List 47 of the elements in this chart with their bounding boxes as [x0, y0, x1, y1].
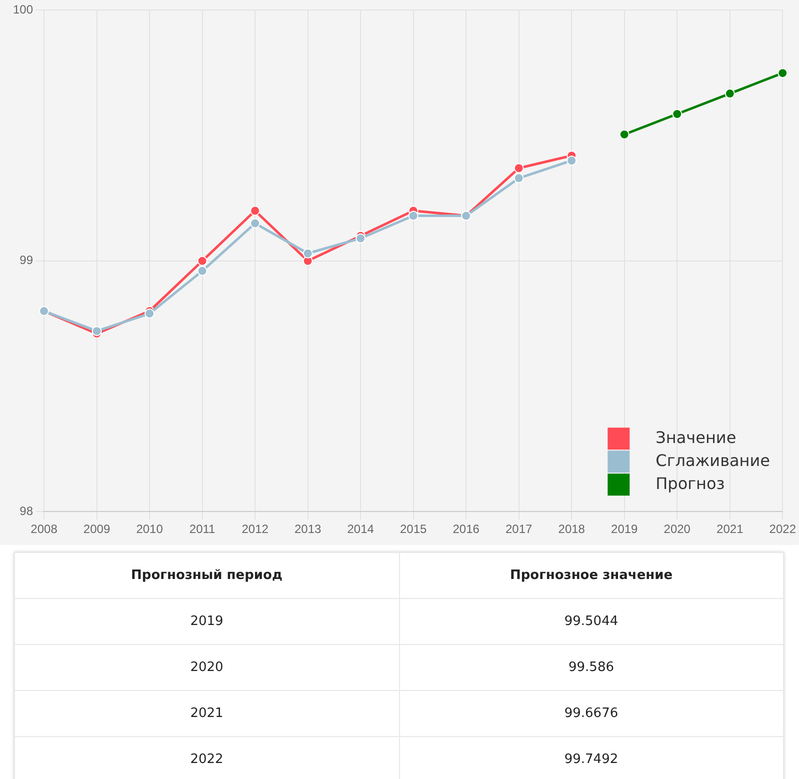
- x-tick-label: 2018: [558, 522, 586, 536]
- text: 2019: [14, 598, 399, 644]
- x-tick-label: 2009: [83, 522, 110, 536]
- point: [724, 88, 735, 99]
- legend-label: Значение: [656, 428, 736, 447]
- point: [778, 68, 788, 78]
- y-tick-label: 98: [20, 504, 34, 518]
- x-tick-label: 2017: [506, 522, 533, 536]
- text: 2022: [14, 736, 399, 779]
- text: Прогнозный период: [14, 552, 399, 598]
- x-tick-label: 2012: [242, 522, 269, 536]
- point: [302, 248, 313, 258]
- x-tick-label: 2015: [400, 522, 428, 536]
- x-tick-label: 2020: [664, 522, 691, 536]
- text: 99.6676: [399, 690, 784, 736]
- y-tick-label: 100: [12, 2, 34, 17]
- point: [250, 206, 260, 216]
- x-tick-label: 2021: [716, 522, 744, 536]
- point: [619, 129, 630, 140]
- point: [92, 326, 102, 336]
- point: [197, 256, 208, 266]
- x-tick-label: 2013: [294, 522, 322, 536]
- y-tick-label: 99: [20, 253, 34, 268]
- legend-label: Сглаживание: [656, 450, 770, 470]
- x-tick-label: 2010: [136, 522, 164, 536]
- x-tick-label: 2019: [611, 522, 638, 536]
- text: 99.586: [399, 644, 784, 690]
- point: [672, 108, 682, 119]
- point: [144, 308, 155, 319]
- text: 2021: [14, 690, 399, 736]
- x-tick-label: 2011: [189, 522, 216, 536]
- x-tick-label: 2008: [30, 522, 58, 536]
- point: [356, 233, 366, 244]
- text: 99.7492: [399, 736, 784, 779]
- legend-label: Прогноз: [656, 474, 725, 493]
- point: [408, 210, 418, 221]
- text: Прогнозное значение: [399, 552, 784, 598]
- x-tick-label: 2016: [452, 522, 480, 536]
- text: 99.5044: [399, 598, 784, 644]
- point: [514, 173, 524, 184]
- point: [566, 156, 577, 166]
- text: 2020: [14, 644, 399, 690]
- point: [514, 163, 524, 174]
- point: [250, 218, 260, 228]
- x-tick-label: 2022: [769, 522, 796, 536]
- point: [197, 266, 208, 276]
- x-tick-label: 2014: [347, 522, 374, 536]
